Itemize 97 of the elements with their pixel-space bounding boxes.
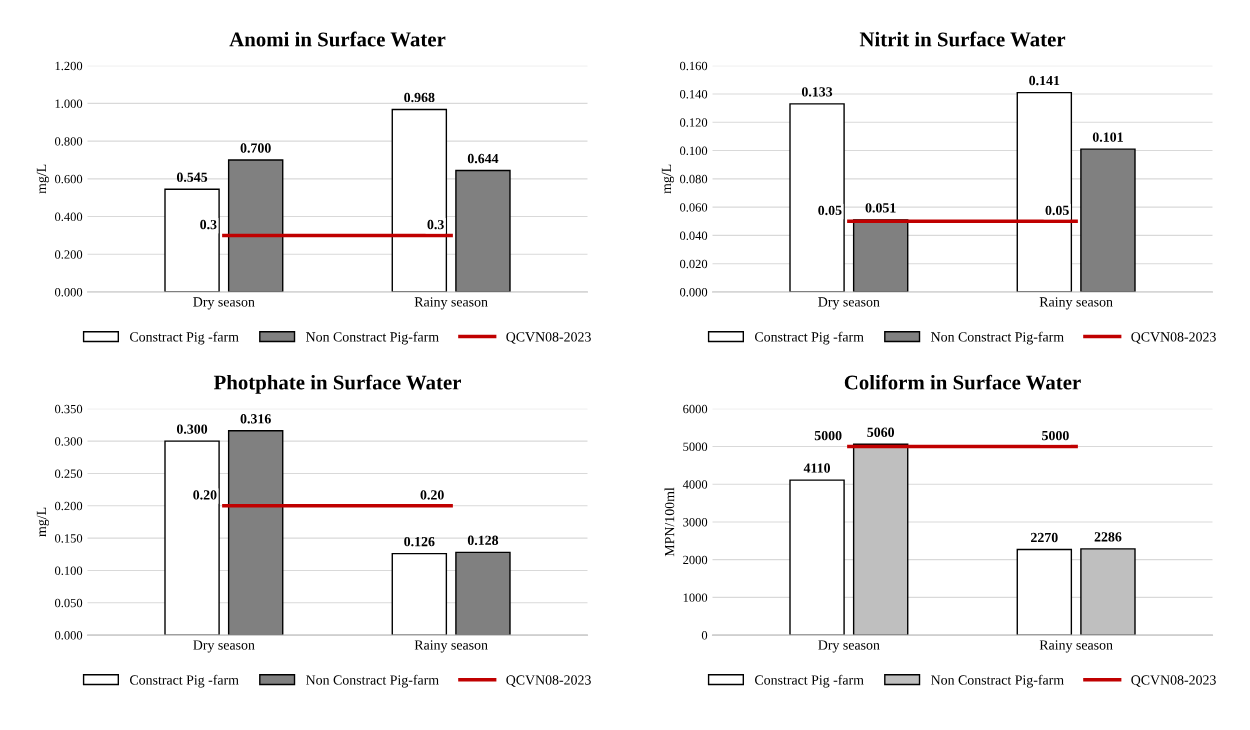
y-tick-label: 0.080 [679,174,708,184]
y-axis-title: MPN/100ml [664,487,675,557]
data-label: 0.3 [200,219,217,230]
y-tick-label: 0.200 [54,501,83,511]
bar [1016,91,1073,292]
y-tick-label: 3000 [683,517,708,527]
data-label: 2286 [1094,532,1122,542]
bar [455,551,511,636]
legend-label: Constract Pig -farm [129,331,239,345]
x-tick-label: Dry season [818,297,880,310]
data-label: 0.316 [240,414,271,424]
y-tick-label: 0.160 [679,61,708,71]
y-tick-label: 0 [701,631,708,640]
legend-label: Constract Pig -farm [754,674,864,688]
data-label: 0.3 [427,219,444,230]
y-tick-label: 0.060 [679,203,708,212]
chart-title: Anomi in Surface Water [229,31,446,47]
y-tick-label: 0.000 [679,288,708,297]
y-tick-label: 0.200 [54,250,83,259]
y-axis-title: mg/L [36,164,49,194]
y-tick-label: 0.300 [54,437,83,446]
y-tick-label: 0.020 [679,259,708,269]
data-label: 0.051 [865,203,896,213]
data-label: 0.141 [1029,75,1060,86]
bar [789,479,845,636]
bar [1080,148,1136,292]
data-label: 0.133 [801,87,833,97]
y-tick-label: 1.000 [55,99,83,108]
data-label: 0.128 [467,535,499,546]
bar [391,108,448,292]
y-tick-label: 0.120 [679,118,708,127]
legend-label: Constract Pig -farm [129,674,239,688]
data-label: 0.05 [1045,205,1069,216]
y-tick-label: 0.150 [54,534,83,543]
bar [391,552,448,636]
x-tick-label: Rainy season [1039,640,1113,653]
chart-title: Coliform in Surface Water [844,374,1081,390]
y-tick-label: 0.100 [679,146,708,156]
bar [455,169,511,292]
x-tick-label: Dry season [818,640,880,653]
y-tick-label: 0.600 [54,174,83,184]
legend-label: QCVN08-2023 [506,675,591,687]
legend-label: Non Constract Pig-farm [306,331,439,345]
y-tick-label: 6000 [683,404,708,414]
bar [227,430,284,636]
y-tick-label: 1000 [683,593,708,602]
x-tick-label: Rainy season [414,297,488,310]
data-label: 5000 [814,430,842,441]
x-tick-label: Rainy season [1039,297,1113,310]
bar [789,103,845,292]
y-axis-title: mg/L [36,507,49,537]
y-tick-label: 5000 [683,442,708,451]
data-label: 0.545 [176,172,208,182]
x-tick-label: Dry season [193,297,255,310]
x-tick-label: Dry season [193,640,255,653]
data-label: 0.700 [240,143,271,153]
bar [1016,548,1073,636]
data-label: 2270 [1031,532,1058,543]
x-tick-label: Rainy season [414,640,488,653]
y-tick-label: 0.350 [54,404,83,414]
bar [227,159,284,292]
legend-label: Constract Pig -farm [754,331,864,345]
y-tick-label: 0.000 [54,631,83,640]
y-tick-label: 2000 [683,555,708,565]
y-axis-title: mg/L [661,164,674,194]
y-tick-label: 0.400 [54,212,83,222]
y-tick-label: 0.100 [54,566,83,575]
data-label: 0.101 [1092,132,1123,142]
bar [164,440,220,636]
data-label: 5000 [1042,430,1069,441]
y-tick-label: 1.200 [55,61,83,71]
y-tick-label: 4000 [682,480,708,489]
data-label: 5060 [867,427,895,437]
chart-title: Nitrit in Surface Water [859,31,1066,47]
y-tick-label: 0.040 [679,231,708,240]
data-label: 0.05 [818,205,842,216]
y-tick-label: 0.000 [54,288,83,297]
data-label: 0.644 [467,153,499,164]
legend-label: Non Constract Pig-farm [931,331,1064,345]
legend-label: QCVN08-2023 [506,332,591,344]
data-label: 0.126 [404,536,435,547]
y-tick-label: 0.050 [54,598,83,608]
legend-label: QCVN08-2023 [1131,332,1216,344]
y-tick-label: 0.800 [54,137,83,146]
legend-label: QCVN08-2023 [1131,675,1216,687]
y-tick-label: 0.140 [679,90,708,99]
bar [852,219,909,292]
legend-label: Non Constract Pig-farm [306,674,439,688]
data-label: 4110 [803,463,831,473]
bar [164,188,220,292]
data-label: 0.20 [420,490,444,500]
chart-title: Photphate in Surface Water [213,374,461,394]
legend-label: Non Constract Pig-farm [931,674,1064,688]
data-label: 0.968 [404,92,435,103]
data-label: 0.300 [176,424,208,434]
y-tick-label: 0.250 [54,469,83,478]
data-label: 0.20 [193,490,217,500]
